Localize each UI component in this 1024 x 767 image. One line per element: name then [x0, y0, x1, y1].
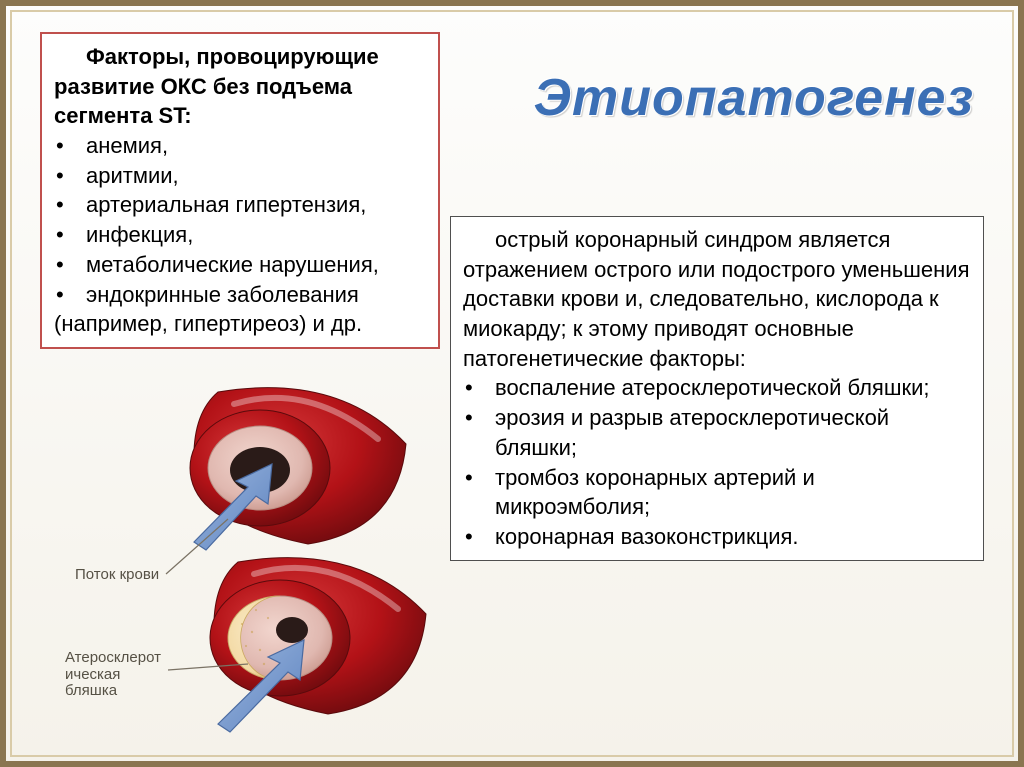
list-item: •аритмии,: [54, 161, 426, 191]
list-item: •эрозия и разрыв атеросклеротической бля…: [463, 403, 971, 462]
list-item: •тромбоз коронарных артерий и микроэмбол…: [463, 463, 971, 522]
list-item: •анемия,: [54, 131, 426, 161]
pathogenesis-box: острый коронарный синдром является отраж…: [450, 216, 984, 561]
list-item: •воспаление атеросклеротической бляшки;: [463, 373, 971, 403]
list-item: •артериальная гипертензия,: [54, 190, 426, 220]
factors-list: •анемия, •аритмии, •артериальная гиперте…: [54, 131, 426, 309]
factors-header: Факторы, провоцирующие развитие ОКС без …: [54, 42, 426, 131]
artery-illustration: Поток крови Атеросклерот ическая бляшка: [58, 374, 428, 734]
page-title: Этиопатогенез: [534, 68, 974, 128]
pathogenesis-list: •воспаление атеросклеротической бляшки; …: [463, 373, 971, 551]
list-item: •инфекция,: [54, 220, 426, 250]
list-item: •коронарная вазоконстрикция.: [463, 522, 971, 552]
pathogenesis-intro: острый коронарный синдром является отраж…: [463, 225, 971, 373]
list-item: •эндокринные заболевания: [54, 280, 426, 310]
illustration-label-bloodflow: Поток крови: [75, 567, 159, 584]
list-item: •метаболические нарушения,: [54, 250, 426, 280]
illustration-label-plaque: Атеросклерот ическая бляшка: [65, 650, 161, 700]
factors-box: Факторы, провоцирующие развитие ОКС без …: [40, 32, 440, 349]
factors-tail: (например, гипертиреоз) и др.: [54, 309, 426, 339]
